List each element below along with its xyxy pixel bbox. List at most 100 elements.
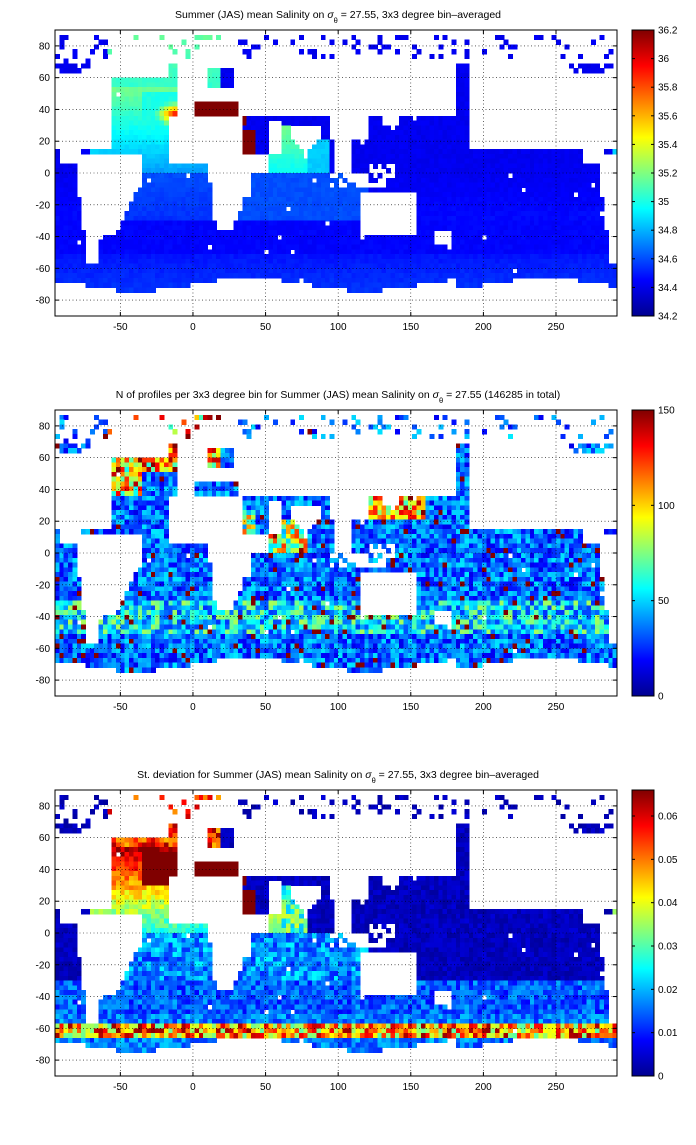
- bin-cell: [499, 202, 504, 207]
- bin-cell: [504, 240, 509, 245]
- bin-cell: [526, 192, 531, 197]
- bin-cell: [438, 178, 443, 183]
- bin-cell: [595, 235, 600, 240]
- bin-cell: [399, 529, 404, 534]
- bin-cell: [103, 49, 108, 54]
- bin-cell: [390, 259, 395, 264]
- bin-cell: [390, 524, 395, 529]
- bin-cell: [112, 149, 117, 154]
- bin-cell: [495, 558, 500, 563]
- bin-cell: [247, 254, 252, 259]
- bin-cell: [395, 125, 400, 130]
- bin-cell: [447, 202, 452, 207]
- bin-cell: [373, 496, 378, 501]
- bin-cell: [565, 197, 570, 202]
- bin-cell: [404, 240, 409, 245]
- bin-cell: [343, 192, 348, 197]
- bin-cell: [168, 235, 173, 240]
- bin-cell: [417, 278, 422, 283]
- bin-cell: [160, 458, 165, 463]
- bin-cell: [260, 121, 265, 126]
- bin-cell: [582, 230, 587, 235]
- bin-cell: [203, 178, 208, 183]
- bin-cell: [347, 225, 352, 230]
- bin-cell: [504, 168, 509, 173]
- bin-cell: [295, 539, 300, 544]
- bin-cell: [173, 206, 178, 211]
- bin-cell: [521, 206, 526, 211]
- bin-cell: [399, 116, 404, 121]
- bin-cell: [556, 529, 561, 534]
- bin-cell: [129, 505, 134, 510]
- bin-cell: [199, 35, 204, 40]
- bin-cell: [530, 154, 535, 159]
- bin-cell: [164, 140, 169, 145]
- bin-cell: [160, 97, 165, 102]
- bin-cell: [308, 558, 313, 563]
- bin-cell: [351, 268, 356, 273]
- bin-cell: [451, 230, 456, 235]
- bin-cell: [351, 187, 356, 192]
- bin-cell: [421, 140, 426, 145]
- bin-cell: [425, 496, 430, 501]
- bin-cell: [242, 116, 247, 121]
- bin-cell: [242, 225, 247, 230]
- bin-cell: [321, 278, 326, 283]
- bin-cell: [103, 149, 108, 154]
- bin-cell: [247, 116, 252, 121]
- bin-cell: [286, 268, 291, 273]
- bin-cell: [334, 558, 339, 563]
- bin-cell: [94, 283, 99, 288]
- bin-cell: [438, 187, 443, 192]
- bin-cell: [199, 211, 204, 216]
- bin-cell: [526, 163, 531, 168]
- bin-cell: [560, 202, 565, 207]
- bin-cell: [264, 254, 269, 259]
- bin-cell: [438, 515, 443, 520]
- bin-cell: [595, 63, 600, 68]
- bin-cell: [151, 125, 156, 130]
- bin-cell: [164, 173, 169, 178]
- bin-cell: [160, 462, 165, 467]
- bin-cell: [329, 524, 334, 529]
- bin-cell: [295, 159, 300, 164]
- bin-cell: [412, 178, 417, 183]
- bin-cell: [268, 221, 273, 226]
- bin-cell: [382, 235, 387, 240]
- bin-cell: [377, 278, 382, 283]
- bin-cell: [578, 192, 583, 197]
- bin-cell: [456, 111, 461, 116]
- bin-cell: [517, 268, 522, 273]
- bin-cell: [329, 420, 334, 425]
- bin-cell: [478, 154, 483, 159]
- bin-cell: [504, 163, 509, 168]
- bin-cell: [190, 268, 195, 273]
- bin-cell: [299, 178, 304, 183]
- bin-cell: [151, 92, 156, 97]
- bin-cell: [133, 249, 138, 254]
- bin-cell: [207, 235, 212, 240]
- bin-cell: [338, 221, 343, 226]
- bin-cell: [360, 264, 365, 269]
- bin-cell: [469, 159, 474, 164]
- bin-cell: [64, 178, 69, 183]
- bin-cell: [295, 496, 300, 501]
- bin-cell: [539, 221, 544, 226]
- bin-cell: [173, 87, 178, 92]
- bin-cell: [591, 192, 596, 197]
- bin-cell: [260, 183, 265, 188]
- bin-cell: [530, 178, 535, 183]
- bin-cell: [164, 273, 169, 278]
- bin-cell: [295, 240, 300, 245]
- bin-cell: [277, 197, 282, 202]
- bin-cell: [421, 515, 426, 520]
- bin-cell: [482, 211, 487, 216]
- bin-cell: [482, 529, 487, 534]
- bin-cell: [55, 230, 60, 235]
- bin-cell: [64, 216, 69, 221]
- bin-cell: [181, 163, 186, 168]
- bin-cell: [573, 230, 578, 235]
- bin-cell: [142, 135, 147, 140]
- bin-cell: [465, 197, 470, 202]
- bin-cell: [164, 477, 169, 482]
